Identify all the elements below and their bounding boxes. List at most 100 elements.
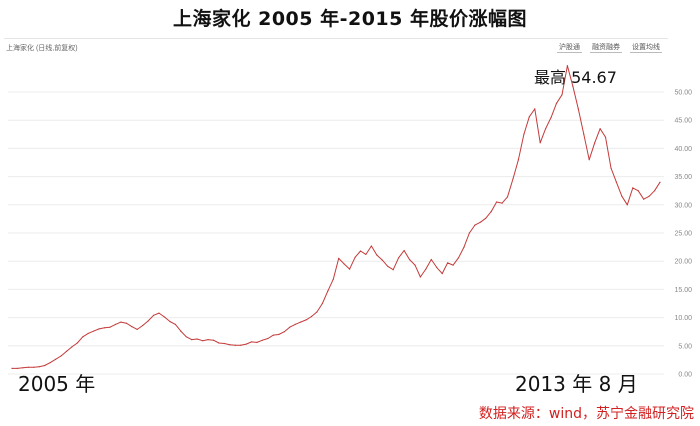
price-point bbox=[71, 346, 73, 348]
price-point bbox=[256, 341, 258, 343]
price-point bbox=[654, 190, 656, 192]
price-point bbox=[169, 320, 171, 323]
price-point bbox=[16, 367, 18, 369]
price-point bbox=[447, 262, 449, 264]
price-point bbox=[98, 328, 100, 330]
price-point bbox=[430, 258, 432, 261]
price-point bbox=[659, 181, 661, 183]
price-point bbox=[229, 344, 231, 346]
price-point bbox=[485, 217, 487, 219]
price-point bbox=[490, 211, 492, 213]
price-point bbox=[534, 108, 536, 110]
price-point bbox=[354, 256, 356, 258]
price-point bbox=[387, 265, 389, 267]
end-date-annotation: 2013 年 8 月 bbox=[515, 372, 638, 396]
price-point bbox=[414, 264, 416, 266]
price-point bbox=[120, 321, 122, 323]
price-point bbox=[632, 187, 634, 189]
price-point bbox=[316, 311, 318, 313]
price-point bbox=[436, 266, 438, 268]
price-point bbox=[191, 339, 193, 341]
price-point bbox=[44, 364, 46, 367]
price-point bbox=[55, 358, 57, 360]
price-point bbox=[599, 128, 601, 130]
toolbar-moving-average[interactable]: 设置均线 bbox=[630, 44, 662, 53]
price-point bbox=[479, 221, 481, 223]
price-point bbox=[283, 331, 285, 333]
price-point bbox=[223, 342, 225, 345]
price-point bbox=[539, 142, 541, 144]
price-point bbox=[251, 341, 253, 343]
price-point bbox=[174, 323, 176, 325]
chart-toolbar: 沪股通 融资融券 设置均线 bbox=[557, 42, 662, 53]
price-point bbox=[109, 326, 111, 328]
chart-title: 上海家化 2005 年-2015 年股价涨幅图 bbox=[173, 8, 527, 30]
price-point bbox=[610, 167, 612, 169]
price-point bbox=[234, 344, 236, 346]
price-point bbox=[403, 249, 405, 252]
price-point bbox=[408, 258, 411, 261]
price-point bbox=[566, 65, 569, 67]
y-tick-label: 35.00 bbox=[674, 174, 692, 181]
price-point bbox=[643, 198, 645, 200]
price-point bbox=[561, 94, 563, 96]
price-point bbox=[441, 273, 443, 275]
y-tick-label: 15.00 bbox=[674, 287, 692, 294]
price-point bbox=[136, 328, 138, 330]
price-point bbox=[419, 276, 421, 278]
price-point bbox=[185, 336, 187, 338]
stock-label: 上海家化 (日线,前复权) bbox=[6, 45, 78, 52]
price-point bbox=[27, 366, 29, 368]
price-point bbox=[196, 338, 198, 340]
price-point bbox=[11, 367, 13, 369]
price-point bbox=[60, 355, 62, 357]
y-tick-label: 40.00 bbox=[674, 146, 692, 153]
price-point bbox=[474, 224, 476, 226]
price-point bbox=[158, 312, 160, 314]
price-point bbox=[33, 366, 35, 368]
price-point bbox=[240, 344, 242, 346]
price-point bbox=[300, 321, 302, 323]
price-point bbox=[278, 333, 280, 336]
price-point bbox=[501, 202, 503, 204]
toolbar-hk-connect[interactable]: 沪股通 bbox=[557, 44, 582, 53]
price-point bbox=[343, 263, 345, 265]
price-point bbox=[457, 257, 460, 259]
price-point bbox=[327, 290, 329, 292]
y-tick-label: 20.00 bbox=[674, 259, 692, 266]
price-point bbox=[577, 108, 579, 110]
price-point bbox=[65, 350, 68, 352]
price-point bbox=[245, 343, 247, 345]
price-point bbox=[594, 142, 596, 144]
price-point bbox=[604, 136, 607, 138]
price-point bbox=[621, 195, 623, 197]
price-point bbox=[392, 269, 394, 271]
price-point bbox=[359, 250, 362, 252]
price-point bbox=[463, 246, 465, 248]
price-point bbox=[496, 201, 498, 203]
price-point bbox=[425, 268, 427, 270]
toolbar-margin-trading[interactable]: 融资融券 bbox=[590, 44, 622, 53]
price-point bbox=[153, 314, 155, 316]
price-point bbox=[376, 254, 378, 256]
price-point bbox=[82, 336, 84, 338]
y-tick-label: 0.00 bbox=[678, 372, 692, 379]
price-point bbox=[163, 316, 166, 318]
price-point bbox=[615, 181, 618, 183]
y-tick-label: 5.00 bbox=[678, 343, 692, 350]
price-point bbox=[104, 327, 106, 329]
price-point bbox=[349, 268, 351, 270]
price-line bbox=[12, 65, 661, 369]
price-point bbox=[523, 133, 525, 135]
price-point bbox=[38, 366, 40, 368]
price-point bbox=[452, 264, 454, 266]
price-point bbox=[626, 204, 628, 206]
price-point bbox=[272, 334, 274, 336]
price-point bbox=[637, 190, 639, 192]
y-tick-label: 30.00 bbox=[674, 202, 692, 209]
price-point bbox=[572, 85, 574, 87]
price-point bbox=[365, 253, 367, 255]
price-point bbox=[294, 323, 296, 325]
y-tick-label: 50.00 bbox=[674, 90, 692, 97]
price-point bbox=[289, 326, 291, 328]
